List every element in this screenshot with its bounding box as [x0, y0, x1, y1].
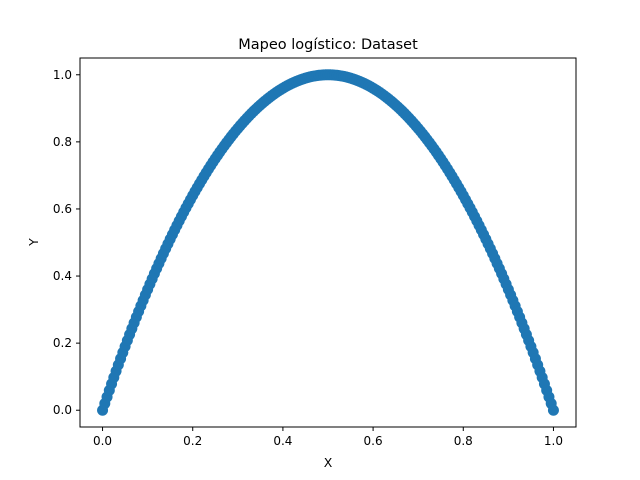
y-tick-label: 0.2	[53, 336, 72, 350]
x-tick-label: 0.2	[183, 434, 202, 448]
x-axis: 0.0 0.2 0.4 0.6 0.8 1.0	[93, 427, 563, 448]
x-tick-label: 1.0	[544, 434, 563, 448]
chart-title: Mapeo logístico: Dataset	[238, 37, 418, 53]
y-tick-label: 1.0	[53, 68, 72, 82]
x-tick-label: 0.0	[93, 434, 112, 448]
y-tick-label: 0.4	[53, 269, 72, 283]
x-tick-label: 0.6	[364, 434, 383, 448]
x-tick-label: 0.4	[273, 434, 292, 448]
y-tick-label: 0.8	[53, 135, 72, 149]
scatter-point	[547, 404, 559, 416]
scatter-points	[97, 69, 559, 416]
y-tick-label: 0.0	[53, 403, 72, 417]
x-tick-label: 0.8	[454, 434, 473, 448]
plot-frame	[79, 57, 577, 428]
y-axis-label: Y	[26, 238, 41, 247]
y-tick-label: 0.6	[53, 202, 72, 216]
y-axis: 0.0 0.2 0.4 0.6 0.8 1.0	[53, 68, 80, 417]
x-axis-label: X	[324, 455, 333, 470]
